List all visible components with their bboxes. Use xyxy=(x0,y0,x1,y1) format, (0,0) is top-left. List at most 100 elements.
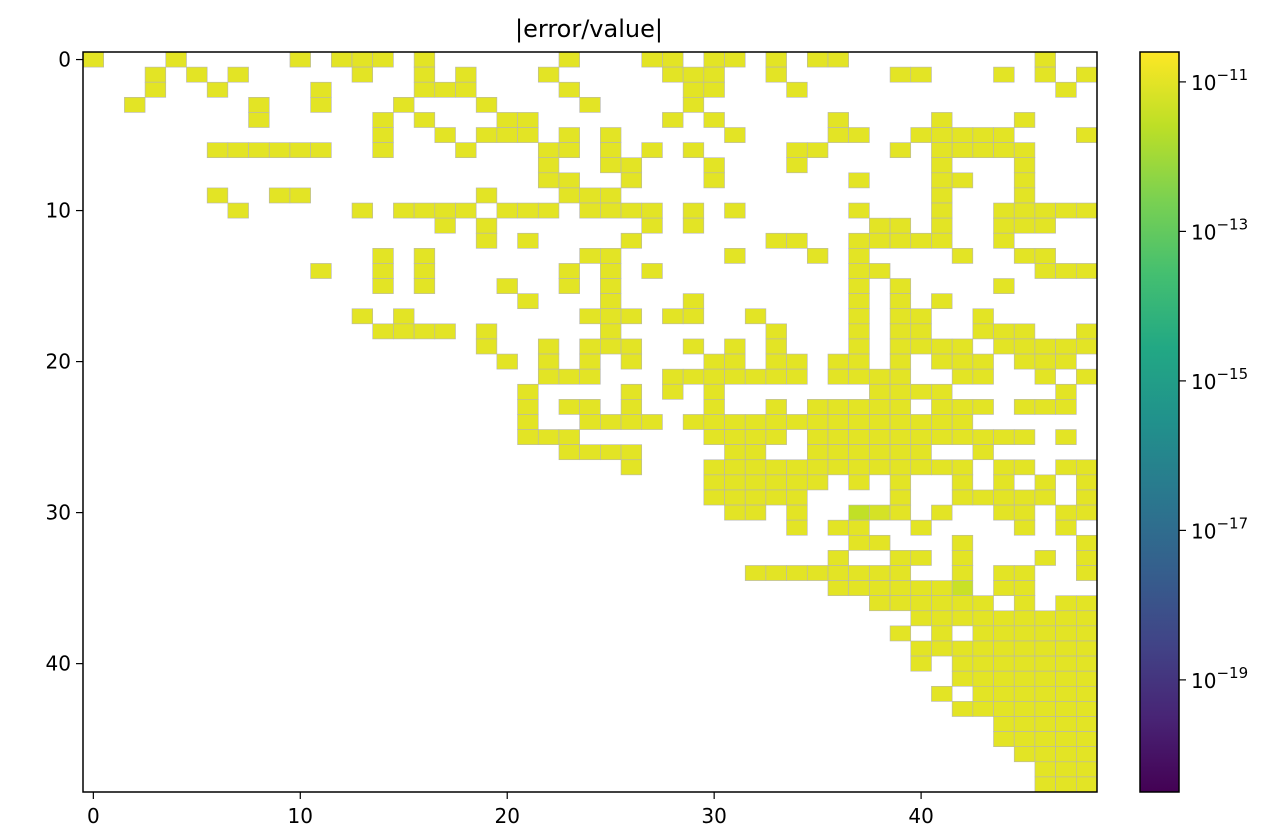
heatmap-cell xyxy=(206,81,229,98)
heatmap-cell xyxy=(413,202,436,219)
heatmap-cell xyxy=(1013,353,1036,370)
heatmap-cell xyxy=(620,157,643,174)
heatmap-cell xyxy=(475,127,498,143)
heatmap-cell xyxy=(413,51,436,68)
heatmap-cell xyxy=(1076,761,1098,778)
heatmap-cell xyxy=(1013,716,1036,732)
heatmap-cell xyxy=(372,112,394,128)
heatmap-cell xyxy=(144,66,167,83)
heatmap-cell xyxy=(786,232,808,249)
heatmap-cell xyxy=(268,142,291,159)
heatmap-cell xyxy=(1013,746,1036,763)
heatmap-cell xyxy=(910,338,932,355)
heatmap-cell xyxy=(703,157,725,174)
heatmap-cell xyxy=(1055,263,1077,279)
heatmap-cell xyxy=(1013,504,1036,521)
heatmap-cell xyxy=(455,66,477,83)
heatmap-cell xyxy=(579,368,601,385)
heatmap-cell xyxy=(972,625,994,642)
heatmap-cell xyxy=(517,383,539,400)
heatmap-cell xyxy=(372,323,394,340)
heatmap-cell xyxy=(910,550,932,566)
heatmap-cell xyxy=(393,323,415,340)
heatmap-cell xyxy=(993,655,1015,672)
heatmap-cell xyxy=(869,595,891,612)
heatmap-cell xyxy=(931,610,953,627)
heatmap-cell xyxy=(848,580,870,596)
heatmap-cell xyxy=(600,157,622,174)
heatmap-cell xyxy=(972,429,994,445)
heatmap-cell xyxy=(558,399,580,415)
x-tick-label: 10 xyxy=(288,804,313,828)
heatmap-cell xyxy=(931,338,953,355)
heatmap-cell xyxy=(869,414,891,430)
heatmap-cell xyxy=(931,232,953,249)
heatmap-cell xyxy=(620,172,643,189)
heatmap-cell xyxy=(662,51,684,68)
heatmap-cell xyxy=(558,444,580,461)
heatmap-cell xyxy=(537,368,560,385)
x-tick-label: 40 xyxy=(908,804,933,828)
heatmap-cell xyxy=(848,534,870,551)
heatmap-cell xyxy=(744,308,767,325)
heatmap-cell xyxy=(600,414,622,430)
heatmap-cell xyxy=(972,670,994,687)
heatmap-cell xyxy=(724,202,746,219)
heatmap-cell xyxy=(848,429,870,445)
heatmap-cell xyxy=(951,368,974,385)
heatmap-cell xyxy=(1055,746,1077,763)
y-tick-label: 40 xyxy=(46,652,71,676)
heatmap-cell xyxy=(724,414,746,430)
heatmap-cell xyxy=(951,640,974,657)
heatmap-cell xyxy=(827,368,849,385)
heatmap-cell xyxy=(889,323,912,340)
heatmap-cell xyxy=(1013,519,1036,536)
heatmap-cell xyxy=(1013,157,1036,174)
heatmap-cell xyxy=(931,383,953,400)
heatmap-cell xyxy=(1055,670,1077,687)
heatmap-cell xyxy=(765,323,787,340)
heatmap-cell xyxy=(1034,399,1056,415)
heatmap-cell xyxy=(682,414,705,430)
heatmap-cell xyxy=(1034,640,1056,657)
colorbar-tick-label: 10−17 xyxy=(1191,514,1248,543)
heatmap-cell xyxy=(475,232,498,249)
heatmap-cell xyxy=(1034,217,1056,234)
heatmap-cell xyxy=(579,414,601,430)
heatmap-cell xyxy=(1034,731,1056,747)
heatmap-cell xyxy=(289,142,311,159)
heatmap-cell xyxy=(1076,716,1098,732)
heatmap-cell xyxy=(951,474,974,491)
heatmap-cell xyxy=(1034,625,1056,642)
y-tick-label: 0 xyxy=(58,48,71,72)
heatmap-cell xyxy=(931,640,953,657)
heatmap-cell xyxy=(827,414,849,430)
heatmap-cell xyxy=(827,550,849,566)
heatmap-cell xyxy=(372,142,394,159)
heatmap-cell xyxy=(889,232,912,249)
heatmap-cell xyxy=(993,504,1015,521)
heatmap-cell xyxy=(1034,701,1056,717)
heatmap-cell xyxy=(1034,761,1056,778)
heatmap-cell xyxy=(682,293,705,310)
heatmap-cell xyxy=(393,308,415,325)
heatmap-cell xyxy=(848,399,870,415)
colorbar-tick-label: 10−19 xyxy=(1191,664,1248,693)
heatmap-cell xyxy=(1076,338,1098,355)
heatmap-cell xyxy=(889,625,912,642)
heatmap-cell xyxy=(600,127,622,143)
heatmap-cell xyxy=(1055,716,1077,732)
heatmap-cell xyxy=(1055,701,1077,717)
heatmap-cell xyxy=(848,474,870,491)
heatmap-cell xyxy=(517,232,539,249)
heatmap-cell xyxy=(910,429,932,445)
heatmap-cell xyxy=(744,368,767,385)
heatmap-cell xyxy=(848,444,870,461)
heatmap-cell xyxy=(806,248,829,264)
heatmap-cell xyxy=(827,444,849,461)
heatmap-cell xyxy=(1013,610,1036,627)
heatmap-cell xyxy=(827,399,849,415)
heatmap-cell xyxy=(1034,776,1056,793)
